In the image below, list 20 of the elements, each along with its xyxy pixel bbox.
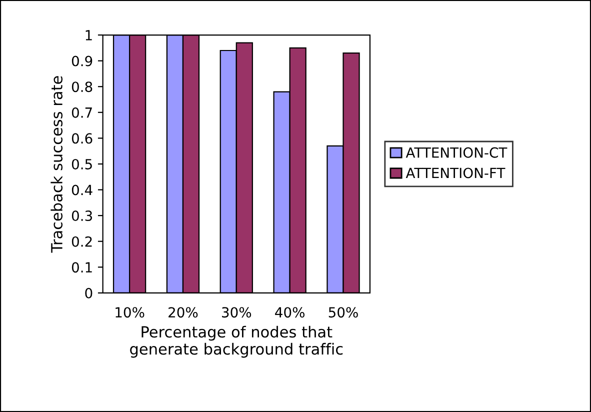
x-tick-label: 10%: [116, 307, 144, 318]
y-tick-label: 0: [85, 288, 92, 298]
legend-label: ATTENTION-FT: [406, 168, 506, 178]
legend-label: ATTENTION-CT: [406, 147, 508, 158]
x-tick-label: 20%: [168, 307, 198, 318]
x-tick-label: 50%: [328, 307, 358, 318]
x-tick-label: 40%: [275, 307, 304, 318]
y-axis-title: Traceback success rate: [50, 76, 63, 253]
y-tick-label: 0.4: [72, 184, 92, 196]
x-tick-label: 30%: [222, 307, 252, 318]
y-tick-label: 0.3: [72, 210, 92, 222]
y-tick-label: 0.2: [72, 236, 92, 247]
y-tick-label: 0.5: [72, 158, 92, 170]
y-tick-label: 0.6: [72, 133, 92, 144]
y-tick-label: 0.7: [72, 107, 92, 118]
y-tick-label: 1: [86, 30, 92, 40]
y-tick-label: 0.9: [72, 56, 92, 66]
y-tick-label: 0.1: [72, 262, 92, 273]
x-axis-title: Percentage of nodes that generate background traffic: [130, 326, 343, 358]
y-tick-label: 0.8: [72, 82, 92, 92]
